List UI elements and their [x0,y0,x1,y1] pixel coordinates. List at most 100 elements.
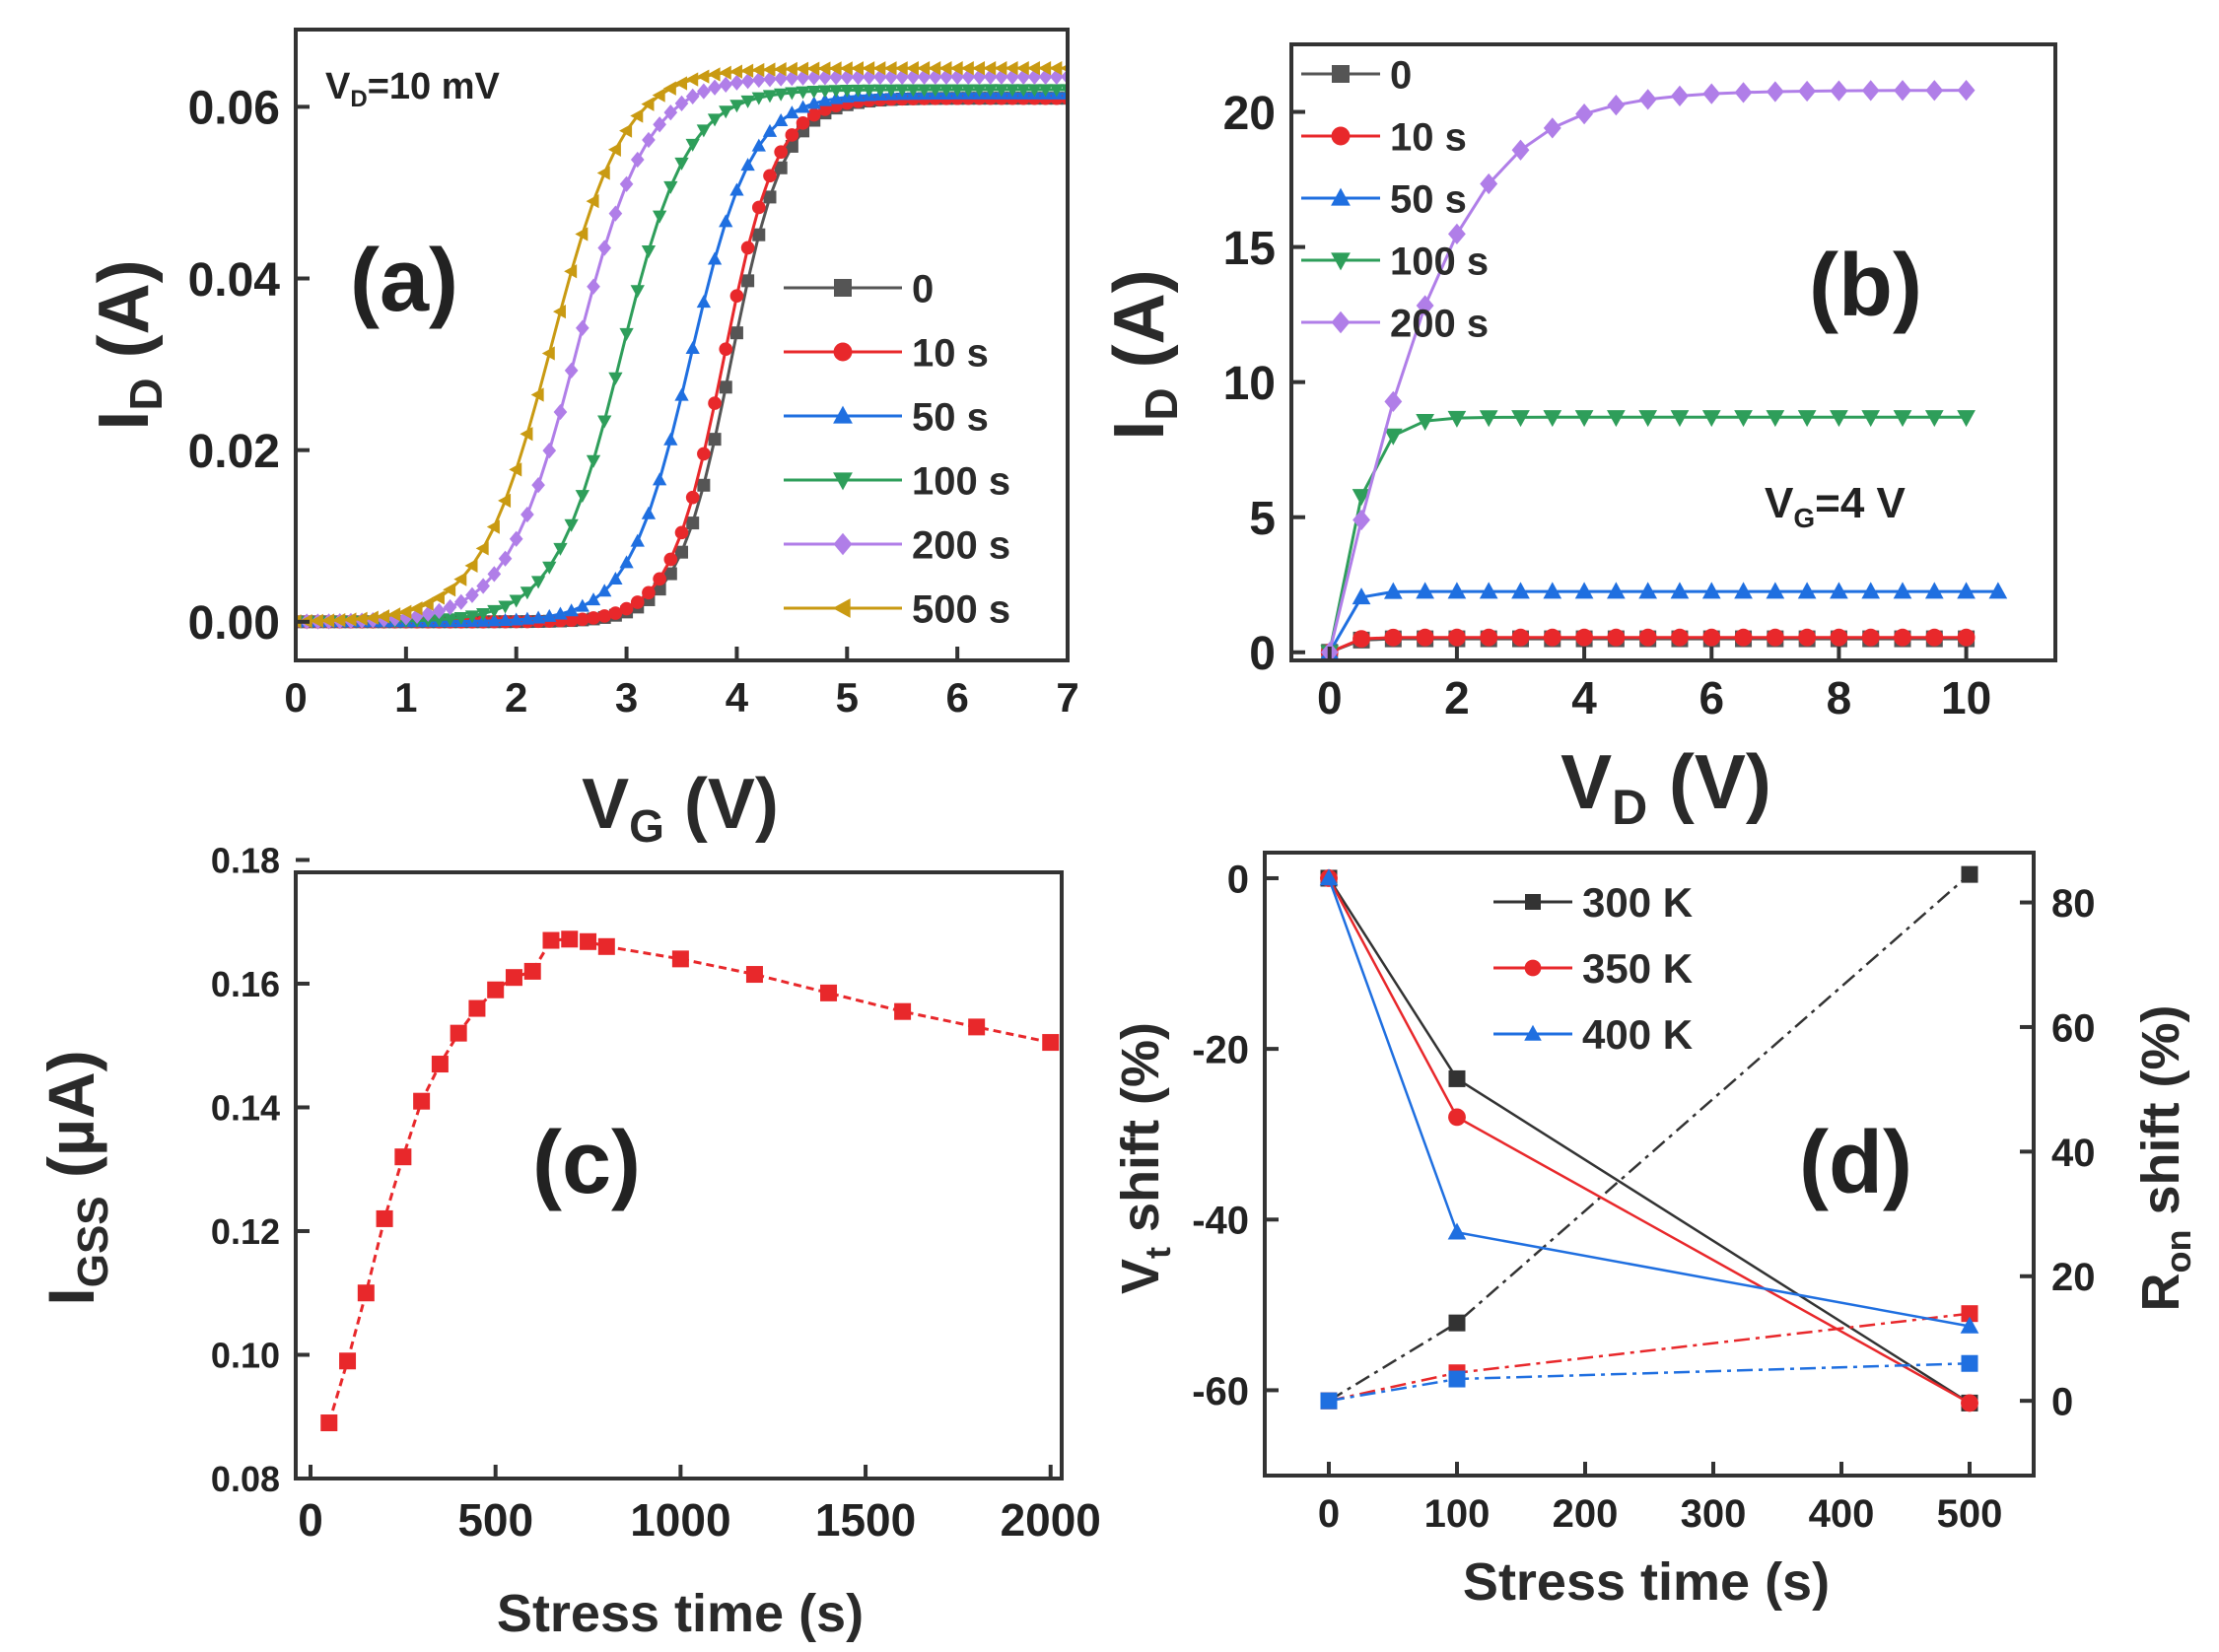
panel-b-point [1830,80,1848,102]
panel-a-point [949,84,965,98]
panel-c-point [376,1209,393,1227]
panel-a-point [784,61,797,77]
panel-b-point [1830,582,1848,599]
panel-a-point [840,85,855,99]
panel-c-point [820,984,838,1001]
panel-a-point [653,572,666,586]
panel-b-point [1861,80,1880,102]
panel-b-point [1670,582,1690,599]
panel-a-point [663,552,678,567]
panel-a-point [1005,68,1019,86]
panel-b-point [1702,83,1721,104]
panel-b-point [1447,582,1467,599]
panel-a-point [685,341,700,355]
panel-b-point [1797,410,1817,428]
panel-a-point [541,346,555,361]
panel-a-point [674,387,689,401]
panel-a-point [718,65,731,80]
panel-a-point [785,105,799,119]
panel-a-xtick-label: 6 [945,674,968,721]
panel-a-point [785,87,799,101]
panel-a-point [587,611,600,625]
panel-d-legend-marker [1524,959,1542,977]
panel-a-point [398,604,412,619]
panel-d-legend-marker [1525,894,1541,910]
panel-a-point [597,609,612,623]
panel-a-point [642,585,656,600]
panel-b-point [1638,582,1658,599]
panel-b-ytick-label: 10 [1223,358,1276,410]
panel-a-point [542,561,557,575]
panel-c-ylabel: IGSS (µA) [35,1050,117,1305]
panel-a-point [1016,84,1031,98]
panel-c-point [320,1414,338,1432]
panel-a-point [354,611,368,626]
panel-a-point [586,592,601,606]
panel-c-point [505,969,522,987]
panel-a-point [420,596,434,611]
panel-a-point [719,214,733,228]
panel-a-point [553,403,568,421]
panel-b-point [1543,117,1561,139]
panel-a-point [872,84,887,98]
panel-d-ylabel-right: Ron shift (%) [2131,1005,2198,1312]
panel-a-point [321,613,335,628]
panel-b-legend-marker [1331,310,1351,334]
panel-d-legend-label: 300 K [1582,879,1693,926]
panel-a-legend-marker [833,472,853,491]
panel-b-point [1830,410,1848,428]
panel-b-point [1384,628,1403,647]
panel-c-point [580,932,597,950]
panel-a-point [719,105,733,119]
panel-d-left-ytick-label: -20 [1192,1029,1249,1072]
panel-b-point [1511,628,1530,647]
panel-a-point [310,613,323,629]
panel-a-point [708,396,722,410]
panel-a-point [774,145,788,160]
panel-a-point [905,61,919,76]
panel-a-point [938,84,954,98]
panel-a-point [553,606,568,620]
panel-a-point [509,462,522,477]
panel-a-legend: 0 10 s 50 s 100 s 200 s 500 s [784,267,1010,631]
panel-d-xlabel: Stress time (s) [1463,1552,1830,1612]
panel-d-ron-point [1448,1314,1466,1332]
panel-b-point [1638,410,1658,428]
panel-c-point [1042,1034,1060,1052]
panel-c-point [394,1148,412,1166]
panel-a-point [663,104,678,121]
panel-c-ytick-label: 0.16 [211,964,280,1004]
panel-a-point [1027,84,1042,98]
panel-a-point [653,583,666,596]
panel-a-point [564,613,579,627]
panel-a-point [906,84,921,98]
panel-b-point [1766,410,1785,428]
panel-a-point [530,576,546,589]
panel-a-point [685,490,700,505]
panel-b-legend-marker [1331,252,1351,271]
panel-b-point [1511,410,1530,428]
panel-a-point [1038,61,1052,76]
panel-b-point [1480,628,1498,647]
panel-a-point [862,61,875,76]
panel-d-vt-point [1960,1316,1979,1334]
panel-a-point [553,542,568,556]
panel-a-point [928,61,941,76]
panel-c-ytick-label: 0.08 [211,1459,280,1499]
panel-a-point [828,61,842,76]
panel-a-point [619,175,634,192]
panel-b-label: (b) [1809,237,1922,335]
panel-c-point [597,937,615,955]
panel-c-point [523,962,541,980]
panel-a-point [960,61,974,76]
panel-a-point [961,84,976,98]
panel-b-series-line [1328,589,1998,654]
panel-c-ytick-label: 0.10 [211,1335,280,1375]
panel-a-point [751,71,766,89]
panel-a-condition: VD=10 mV [325,66,501,112]
panel-d-vt-point [1447,1222,1467,1240]
panel-b-point [1416,628,1434,647]
panel-a-point [696,124,712,138]
panel-a-point [762,123,778,137]
panel-a-point [432,614,447,628]
